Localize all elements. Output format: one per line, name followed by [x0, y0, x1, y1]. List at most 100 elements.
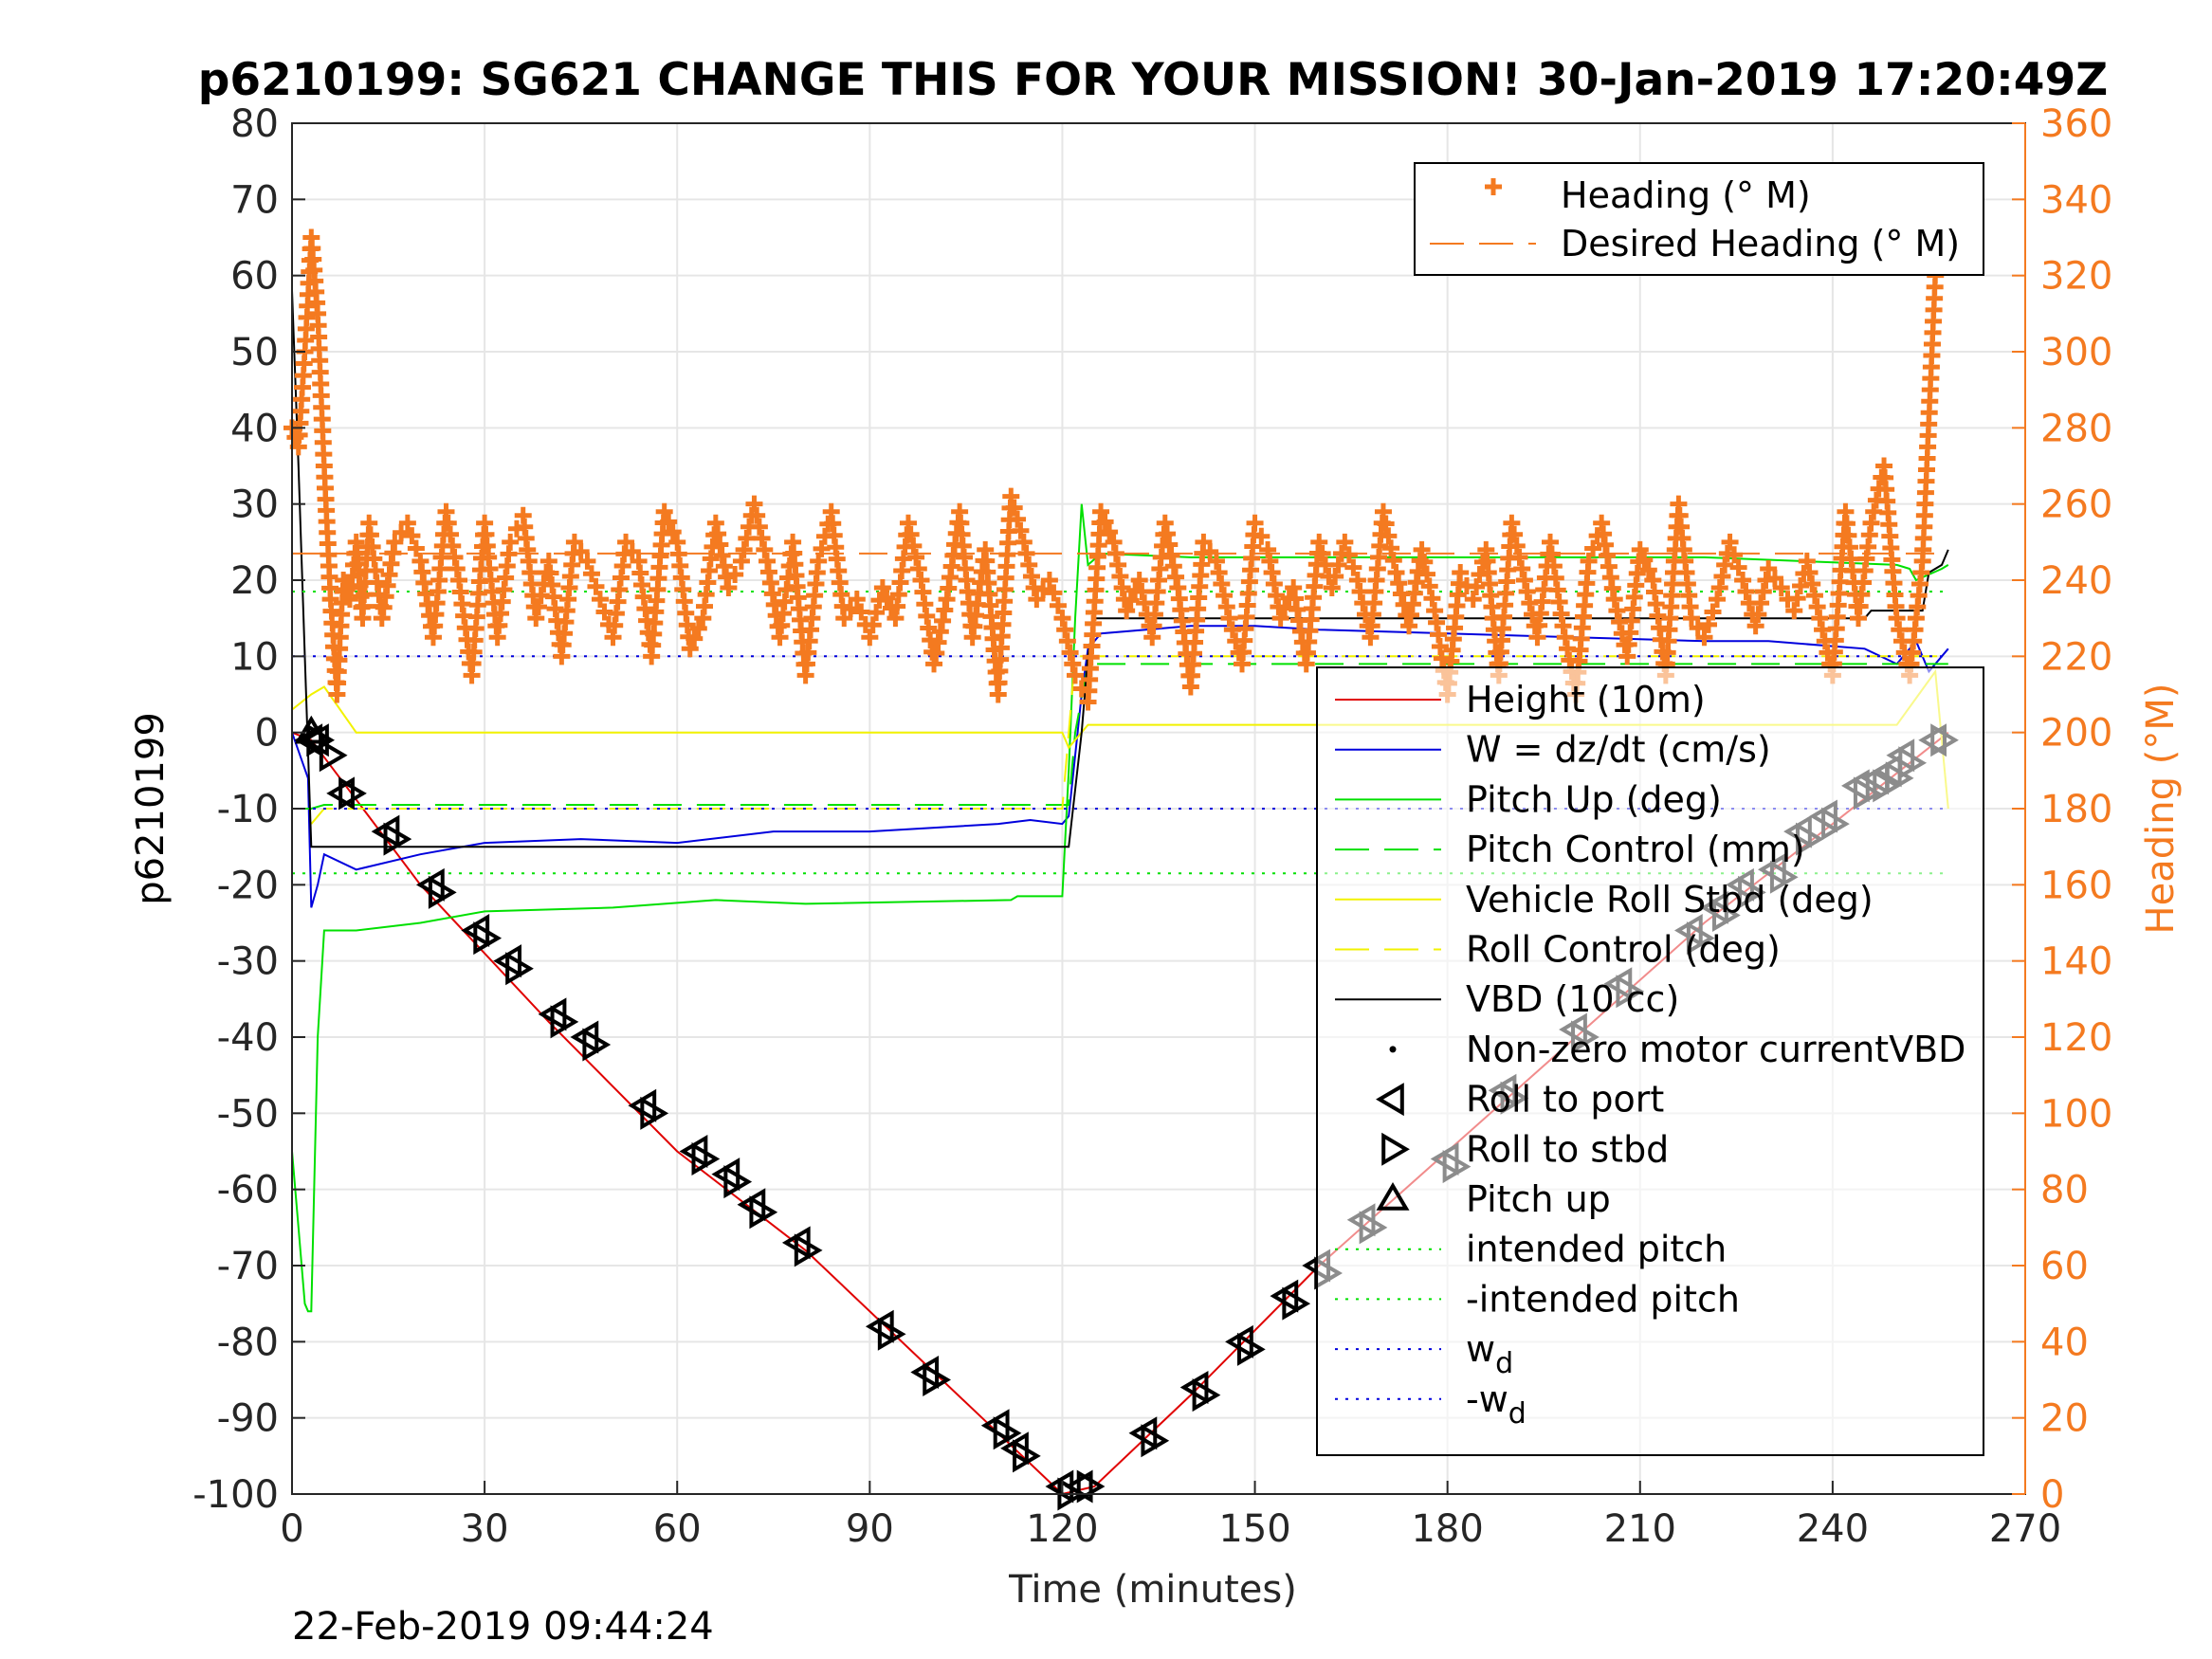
heading-point — [1252, 527, 1271, 545]
heading-point — [1798, 552, 1816, 570]
heading-point — [842, 600, 860, 618]
heading-point — [1862, 514, 1880, 532]
heading-point — [1518, 583, 1536, 601]
heading-point — [393, 523, 411, 541]
heading-point — [572, 542, 590, 560]
heading-point — [1380, 527, 1398, 545]
heading-point — [902, 525, 920, 543]
heading-point — [1329, 556, 1347, 574]
heading-point — [726, 565, 744, 583]
y-right-tick-label: 220 — [2040, 635, 2112, 679]
heading-point — [748, 506, 766, 524]
heading-point — [1020, 556, 1038, 574]
heading-point — [1064, 655, 1082, 673]
heading-point — [1387, 563, 1405, 581]
heading-point — [873, 579, 891, 597]
roll-stbd-marker — [877, 1317, 906, 1351]
heading-point — [1022, 567, 1040, 585]
y-left-tick-label: -80 — [217, 1321, 279, 1364]
heading-point — [1452, 563, 1470, 581]
heading-point — [1765, 569, 1783, 587]
heading-point — [1513, 559, 1531, 577]
heading-point — [864, 616, 882, 634]
heading-point — [1323, 579, 1341, 597]
roll-stbd-marker — [582, 1028, 612, 1062]
heading-point — [1709, 591, 1727, 609]
series-layer — [283, 210, 1957, 1496]
heading-point — [1749, 606, 1767, 624]
x-axis: 0 30 60 90 120 150 180 210 240 270 — [280, 1481, 2061, 1551]
legend-swatch — [1376, 1083, 1404, 1117]
heading-point — [1017, 544, 1035, 562]
heading-point — [1700, 615, 1717, 633]
roll-stbd-marker — [923, 1363, 951, 1396]
y-right-tick-label: 280 — [2040, 407, 2112, 450]
heading-point — [1096, 513, 1114, 531]
heading-point — [1340, 546, 1358, 564]
roll-stbd-marker — [993, 1416, 1022, 1450]
heading-point — [1382, 539, 1400, 557]
heading-point — [732, 552, 750, 570]
roll-stbd-marker — [1076, 1469, 1106, 1504]
heading-point — [578, 552, 596, 570]
legend-swatch — [1389, 1046, 1397, 1053]
heading-point — [1220, 610, 1238, 628]
heading-point — [868, 604, 886, 622]
heading-point — [756, 540, 774, 558]
heading-point — [1695, 629, 1713, 647]
heading-point — [1710, 579, 1728, 597]
heading-point — [1101, 523, 1119, 541]
heading-point — [1271, 610, 1289, 628]
heading-point — [1746, 617, 1764, 635]
heading-point — [1384, 552, 1402, 570]
heading-point — [1510, 548, 1528, 566]
heading-point — [1734, 572, 1752, 589]
heading-point — [1015, 533, 1033, 551]
y-right-tick-label: 80 — [2040, 1169, 2089, 1212]
heading-point — [617, 533, 635, 551]
heading-point — [587, 577, 605, 595]
heading-point — [1464, 591, 1482, 609]
heading-point — [1508, 537, 1526, 555]
heading-point — [899, 514, 917, 532]
heading-point — [753, 529, 771, 547]
heading-point — [660, 513, 678, 531]
heading-point — [1012, 521, 1030, 539]
legend-label: Pitch Control (mm) — [1466, 829, 1805, 870]
y-left-tick-label: -60 — [217, 1169, 279, 1212]
heading-point — [907, 548, 925, 566]
legend-heading: Heading (° M) Desired Heading (° M) — [1414, 162, 1984, 276]
heading-point — [1636, 551, 1654, 569]
heading-point — [1639, 561, 1657, 579]
legend-swatch — [1376, 1182, 1410, 1211]
x-tick-label: 90 — [846, 1507, 894, 1551]
y-right-tick-label: 360 — [2040, 102, 2112, 146]
heading-point — [386, 533, 404, 551]
heading-point — [1716, 556, 1734, 574]
roll-port-marker — [301, 723, 329, 757]
heading-point — [623, 542, 641, 560]
legend-heading-swatch — [1485, 178, 1502, 195]
heading-point — [1213, 575, 1231, 593]
heading-point — [1002, 487, 1020, 505]
heading-point — [1413, 540, 1431, 558]
heading-point — [1040, 572, 1058, 589]
heading-point — [852, 603, 870, 621]
heading-point — [1811, 610, 1829, 628]
roll-stbd-marker — [794, 1233, 823, 1267]
y-left-tick-label: 30 — [230, 483, 279, 527]
y-left-tick-label: -10 — [217, 788, 279, 831]
heading-point — [861, 629, 879, 647]
heading-point — [1468, 578, 1486, 596]
plot-timestamp: 22-Feb-2019 09:44:24 — [292, 1605, 714, 1649]
y-axis-right: 3603403203002802602402202001801601401201… — [2012, 102, 2112, 1517]
heading-point — [655, 502, 673, 520]
heading-point — [664, 523, 682, 541]
roll-stbd-marker — [383, 822, 412, 856]
heading-point — [909, 559, 927, 577]
x-tick-label: 30 — [461, 1507, 509, 1551]
heading-point — [529, 598, 547, 616]
y-axis-left: 80 70 60 50 40 30 20 10 0 -10 -20 -30 -40 -50 -60 -70 -8… — [192, 102, 305, 1517]
heading-point — [1210, 563, 1228, 581]
roll-stbd-marker — [338, 776, 367, 811]
